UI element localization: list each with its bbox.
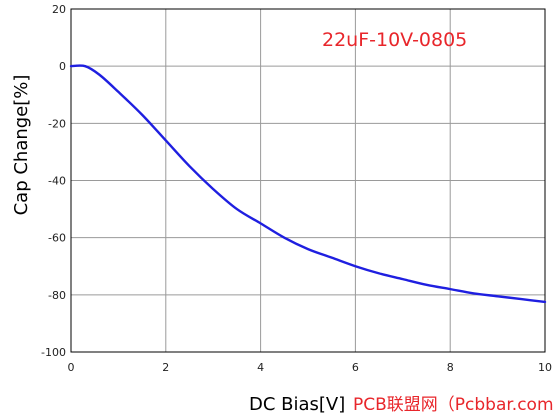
x-tick-label: 2 (162, 361, 169, 374)
x-tick-label: 8 (447, 361, 454, 374)
y-tick-label: 0 (59, 60, 66, 73)
x-axis-label: DC Bias[V] (249, 394, 345, 415)
y-tick-label: -80 (48, 289, 66, 302)
y-axis-label: Cap Change[%] (11, 75, 32, 216)
y-tick-label: -60 (48, 232, 66, 245)
plot-frame (70, 8, 546, 353)
y-tick-label: 20 (52, 3, 66, 16)
chart-annotation: 22uF-10V-0805 (322, 29, 467, 51)
x-tick-label: 6 (352, 361, 359, 374)
grid (70, 8, 546, 353)
x-tick-label: 10 (538, 361, 552, 374)
series-line (69, 64, 547, 304)
watermark: PCB联盟网（Pcbbar.com） (353, 395, 554, 415)
y-tick-label: -100 (41, 346, 66, 359)
y-tick-label: -40 (48, 175, 66, 188)
y-tick-labels: 20 0 -20 -40 -60 -80 -100 (41, 3, 66, 359)
y-tick-label: -20 (48, 117, 66, 130)
x-tick-label: 4 (257, 361, 264, 374)
x-tick-labels: 0 2 4 6 8 10 (68, 361, 553, 374)
x-tick-label: 0 (68, 361, 75, 374)
